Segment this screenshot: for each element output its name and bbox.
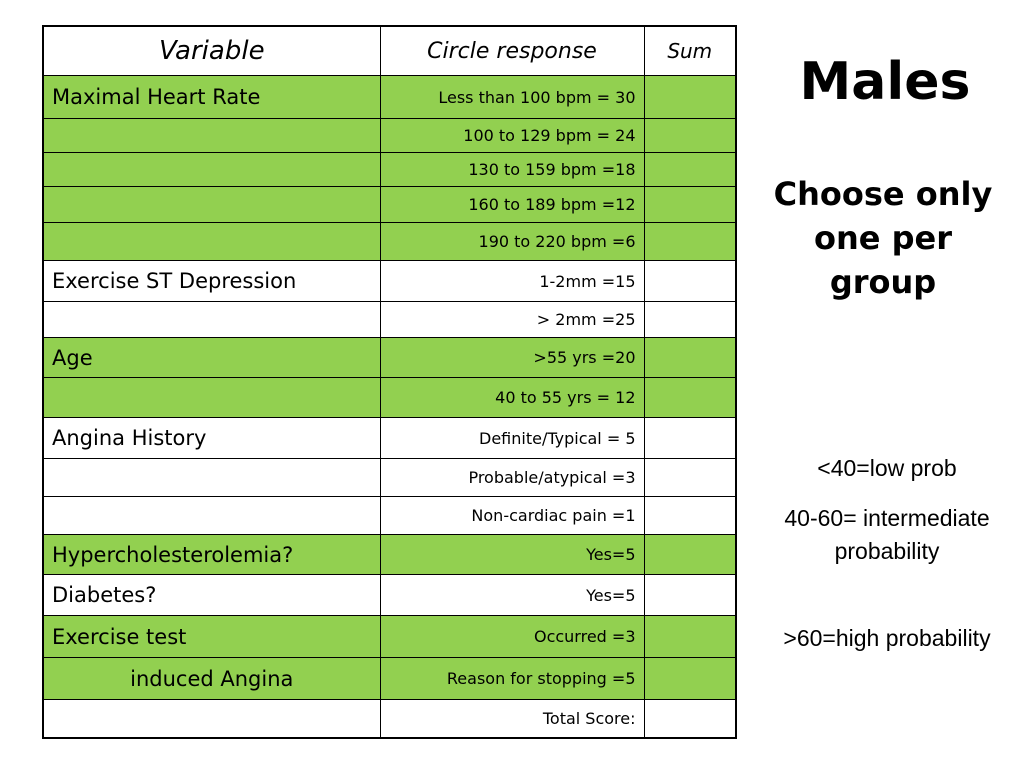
sum-cell [643,337,737,378]
instruction-text: Choose only one per group [773,175,993,301]
table-row: Diabetes? Yes=5 [42,574,737,616]
response-cell[interactable]: Definite/Typical = 5 [379,417,645,459]
variable-cell [42,118,381,153]
sum-cell [643,152,737,187]
variable-cell [42,377,381,418]
table-row: 40 to 55 yrs = 12 [42,377,737,418]
sum-cell [643,222,737,261]
variable-cell: Hypercholesterolemia? [42,534,381,575]
variable-header: Variable [42,25,381,76]
table-row: Maximal Heart Rate Less than 100 bpm = 3… [42,75,737,119]
response-cell[interactable]: 1-2mm =15 [379,260,645,302]
variable-cell [42,496,381,535]
sum-cell [643,301,737,338]
sum-cell [643,75,737,119]
response-cell[interactable]: 160 to 189 bpm =12 [379,186,645,223]
header-row: Variable Circle response Sum [42,25,737,76]
legend-intermediate: 40-60= intermediate probability [784,505,990,564]
variable-cell: Maximal Heart Rate [42,75,381,119]
page-title: Males [799,52,971,112]
table-row: 160 to 189 bpm =12 [42,186,737,223]
variable-cell [42,458,381,497]
table-row: > 2mm =25 [42,301,737,338]
table-row: induced Angina Reason for stopping =5 [42,657,737,700]
response-cell[interactable]: >55 yrs =20 [379,337,645,378]
variable-cell [42,301,381,338]
sum-cell [643,615,737,658]
response-cell[interactable]: Yes=5 [379,574,645,616]
response-header: Circle response [379,25,645,76]
sum-cell [643,534,737,575]
variable-cell: Exercise test [42,615,381,658]
response-cell[interactable]: 100 to 129 bpm = 24 [379,118,645,153]
table-row: 100 to 129 bpm = 24 [42,118,737,153]
sum-cell [643,657,737,700]
response-cell[interactable]: Reason for stopping =5 [379,657,645,700]
total-score-label: Total Score: [379,699,645,738]
response-cell[interactable]: Probable/atypical =3 [379,458,645,497]
sum-cell [643,260,737,302]
table-row: Exercise test Occurred =3 [42,615,737,658]
table-row: 130 to 159 bpm =18 [42,152,737,187]
table-row: 190 to 220 bpm =6 [42,222,737,261]
table-row: Probable/atypical =3 [42,458,737,497]
table-row: Angina History Definite/Typical = 5 [42,417,737,459]
sum-cell [643,458,737,497]
table-row: Hypercholesterolemia? Yes=5 [42,534,737,575]
variable-cell [42,186,381,223]
variable-cell [42,699,381,738]
response-cell[interactable]: Yes=5 [379,534,645,575]
variable-cell [42,222,381,261]
table-row: Total Score: [42,699,737,738]
variable-cell: Angina History [42,417,381,459]
sum-cell [643,417,737,459]
response-cell[interactable]: 190 to 220 bpm =6 [379,222,645,261]
table-row: Non-cardiac pain =1 [42,496,737,535]
response-cell[interactable]: > 2mm =25 [379,301,645,338]
sum-cell [643,118,737,153]
variable-cell: Diabetes? [42,574,381,616]
sum-header: Sum [643,25,737,76]
variable-cell: Age [42,337,381,378]
table-row: Age >55 yrs =20 [42,337,737,378]
total-score-cell[interactable] [643,699,737,738]
legend-high: >60=high probability [783,625,991,651]
sum-cell [643,496,737,535]
score-table: Variable Circle response Sum Maximal Hea… [42,25,737,739]
sum-cell [643,186,737,223]
variable-cell [42,152,381,187]
legend-low: <40=low prob [817,455,957,481]
variable-cell: induced Angina [42,657,381,700]
response-cell[interactable]: Non-cardiac pain =1 [379,496,645,535]
sum-cell [643,574,737,616]
response-cell[interactable]: 130 to 159 bpm =18 [379,152,645,187]
table-row: Exercise ST Depression 1-2mm =15 [42,260,737,302]
response-cell[interactable]: Less than 100 bpm = 30 [379,75,645,119]
variable-cell: Exercise ST Depression [42,260,381,302]
response-cell[interactable]: Occurred =3 [379,615,645,658]
sum-cell [643,377,737,418]
response-cell[interactable]: 40 to 55 yrs = 12 [379,377,645,418]
